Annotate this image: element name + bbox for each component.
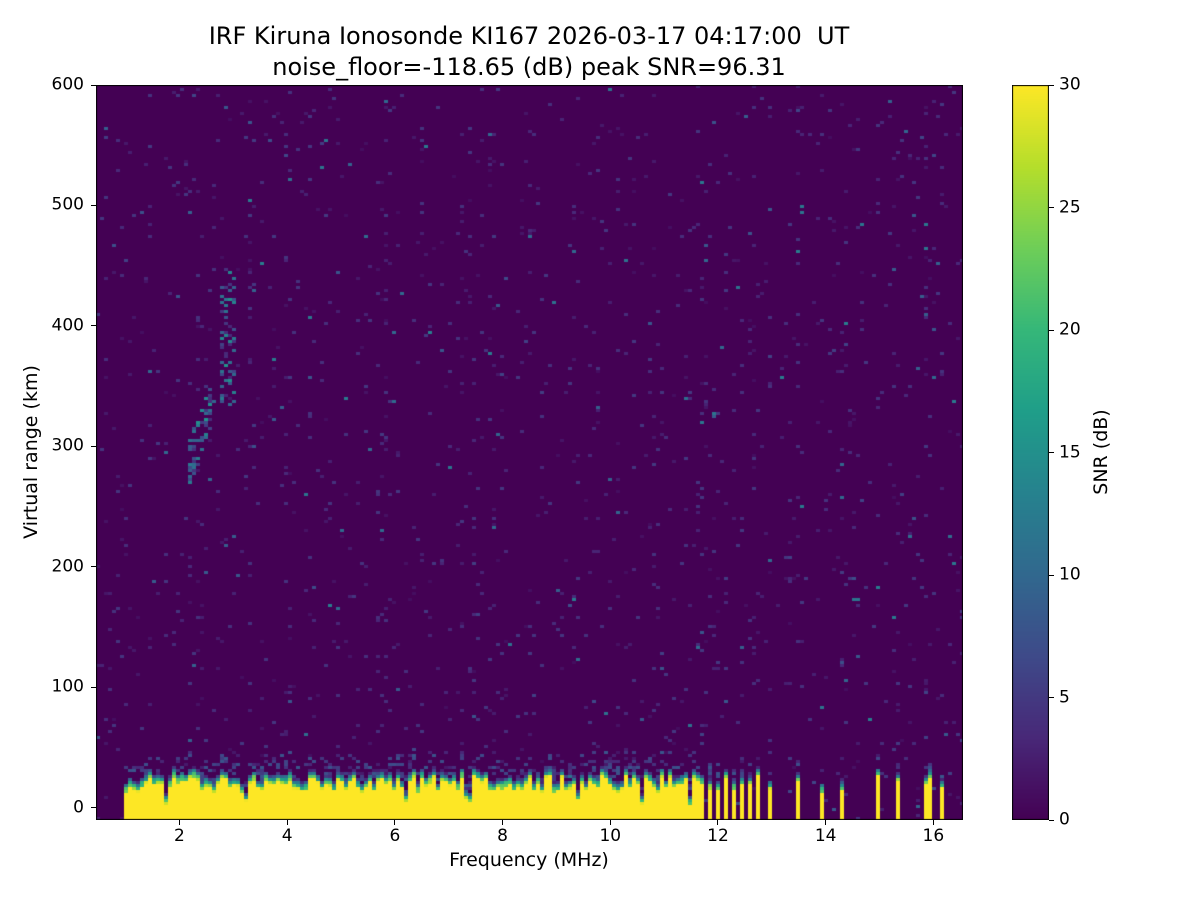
x-tick-label: 6 (389, 826, 401, 846)
colorbar-tick-mark (1049, 207, 1054, 208)
x-tick-label: 12 (707, 826, 729, 846)
x-tick-mark (394, 820, 396, 825)
y-tick-label: 600 (51, 74, 84, 95)
colorbar-tick-mark (1049, 574, 1054, 576)
colorbar-tick-label: 0 (1059, 809, 1070, 830)
y-tick-label: 200 (51, 556, 84, 577)
x-tick-mark (825, 820, 827, 825)
x-tick-label: 10 (599, 826, 622, 846)
y-tick-mark (91, 566, 96, 568)
x-tick-label: 14 (814, 826, 837, 846)
x-tick-label: 16 (922, 826, 945, 846)
colorbar-tick-label: 5 (1059, 687, 1070, 707)
ionogram-heatmap-canvas (96, 85, 963, 820)
colorbar-tick-label: 10 (1059, 564, 1081, 585)
colorbar-tick-label: 25 (1059, 197, 1081, 217)
y-tick-mark (91, 445, 96, 447)
y-axis-label: Virtual range (km) (20, 365, 42, 539)
y-tick-mark (91, 807, 96, 809)
y-tick-label: 0 (73, 797, 84, 818)
chart-subtitle: noise_floor=-118.65 (dB) peak SNR=96.31 (272, 53, 786, 81)
x-tick-label: 4 (281, 826, 293, 846)
colorbar-tick-mark (1049, 329, 1054, 331)
x-tick-label: 2 (174, 826, 185, 846)
x-tick-mark (178, 820, 180, 825)
x-tick-mark (502, 820, 504, 825)
x-tick-mark (932, 820, 934, 825)
x-tick-mark (286, 820, 288, 825)
y-tick-label: 500 (51, 194, 84, 215)
colorbar-tick-mark (1049, 697, 1054, 698)
y-tick-mark (91, 84, 96, 86)
x-tick-mark (717, 820, 719, 825)
colorbar-label: SNR (dB) (1090, 409, 1112, 495)
colorbar-tick-mark (1049, 452, 1054, 453)
colorbar-tick-label: 30 (1059, 74, 1081, 95)
colorbar-tick-mark (1049, 819, 1054, 821)
colorbar-tick-label: 20 (1059, 319, 1081, 340)
colorbar (1012, 85, 1049, 820)
x-tick-mark (609, 820, 611, 825)
y-tick-label: 400 (51, 315, 84, 336)
colorbar-tick-label: 15 (1059, 442, 1081, 462)
y-tick-label: 300 (51, 435, 84, 456)
x-tick-label: 8 (497, 826, 508, 846)
chart-title: IRF Kiruna Ionosonde KI167 2026-03-17 04… (208, 22, 850, 50)
y-tick-mark (91, 204, 96, 206)
y-tick-mark (91, 686, 96, 688)
x-axis-label: Frequency (MHz) (449, 849, 609, 871)
colorbar-tick-mark (1049, 84, 1054, 86)
y-tick-label: 100 (51, 676, 84, 697)
y-tick-mark (91, 325, 96, 327)
